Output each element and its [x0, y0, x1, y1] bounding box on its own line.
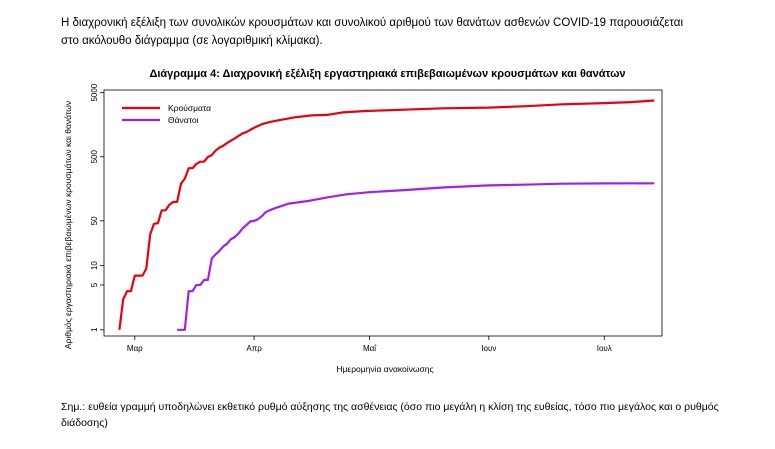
footnote: Σημ.: ευθεία γραμμή υποδηλώνει εκθετικό …: [61, 401, 719, 429]
y-tick-label: 5000: [90, 83, 99, 101]
y-tick-label: 1: [90, 327, 99, 332]
series-line-deaths: [177, 182, 655, 331]
y-tick-label: 500: [90, 150, 99, 164]
chart-legend: Κρούσματα Θάνατοι: [122, 103, 211, 125]
y-tick-label: 10: [90, 261, 99, 270]
x-tick-label: Απρ: [246, 344, 262, 353]
y-axis-label: Αριθμός εργαστηριακά επιβεβαιωμένων κρου…: [63, 101, 73, 349]
y-tick-label: 50: [90, 216, 99, 225]
x-tick-label: Μαΐ: [363, 344, 377, 353]
x-tick-label: Μαρ: [127, 344, 143, 353]
plot-frame: [103, 89, 663, 337]
chart-series: [118, 99, 655, 331]
legend-label: Θάνατοι: [168, 115, 199, 125]
chart-axes: 1 5 10 50 500 5000 Μαρ Απρ Μαΐ Ιουν Ιουλ: [90, 83, 663, 353]
chart-title: Διάγραμμα 4: Διαχρονική εξέλιξη εργαστηρ…: [149, 68, 626, 80]
legend-label: Κρούσματα: [168, 103, 211, 113]
y-tick-label: 5: [90, 282, 99, 287]
intro-paragraph: Η διαχρονική εξέλιξη των συνολικών κρουσ…: [61, 17, 683, 47]
x-axis-label: Ημερομηνία ανακοίνωσης: [336, 364, 433, 374]
x-tick-label: Ιουλ: [597, 344, 612, 353]
series-line-cases: [118, 99, 655, 330]
x-tick-label: Ιουν: [481, 344, 496, 353]
